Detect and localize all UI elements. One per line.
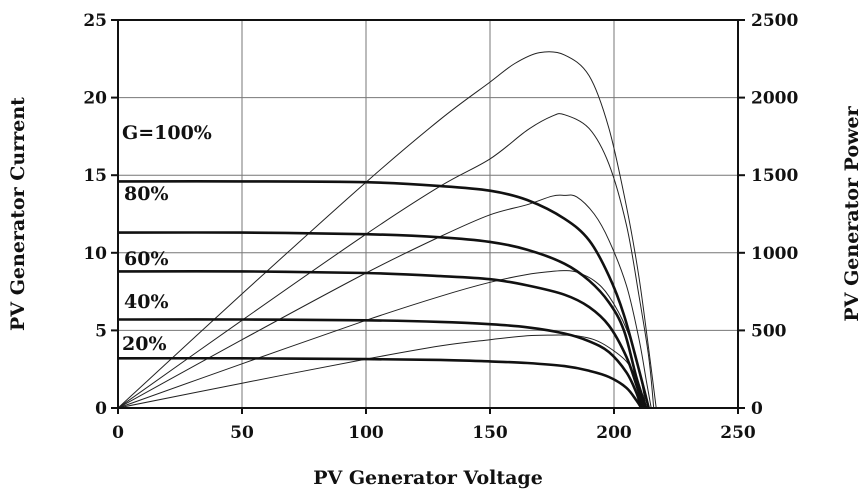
label-20: 20% bbox=[122, 333, 167, 355]
x-tick-label: 50 bbox=[230, 423, 254, 443]
y-tick-label: 20 bbox=[83, 89, 107, 109]
y-tick-label: 5 bbox=[95, 321, 107, 341]
power-curve bbox=[117, 113, 655, 409]
label-g-100: G=100% bbox=[122, 122, 212, 144]
y-tick-label: 15 bbox=[83, 166, 107, 186]
current-curve bbox=[117, 356, 643, 409]
x-tick-label: 150 bbox=[472, 423, 508, 443]
x-tick-label: 250 bbox=[720, 423, 756, 443]
current-curve bbox=[117, 318, 643, 409]
y2-tick-label: 500 bbox=[751, 321, 787, 341]
label-80: 80% bbox=[124, 183, 169, 205]
y-tick-label: 25 bbox=[83, 11, 107, 31]
y-tick-label: 0 bbox=[95, 399, 107, 419]
label-40: 40% bbox=[124, 291, 169, 313]
x-tick-label: 200 bbox=[596, 423, 632, 443]
y2-tick-label: 1500 bbox=[751, 166, 798, 186]
power-curve bbox=[117, 194, 652, 409]
power-curves bbox=[117, 51, 657, 409]
y2-axis-title: PV Generator Power bbox=[841, 105, 863, 321]
plot-frame bbox=[117, 19, 739, 409]
x-axis-title: PV Generator Voltage bbox=[313, 467, 543, 489]
y2-tick-label: 1000 bbox=[751, 244, 798, 264]
x-tick-label: 100 bbox=[348, 423, 384, 443]
power-curve bbox=[117, 334, 645, 409]
y-axis-title: PV Generator Current bbox=[7, 97, 29, 331]
current-curve bbox=[117, 231, 648, 409]
y2-tick-label: 0 bbox=[751, 399, 763, 419]
current-curve bbox=[117, 270, 646, 409]
y-tick-label: 10 bbox=[83, 244, 107, 264]
power-curve bbox=[117, 51, 657, 409]
grid-lines bbox=[118, 20, 738, 408]
y2-tick-label: 2500 bbox=[751, 11, 798, 31]
power-curve bbox=[117, 270, 647, 409]
current-curve bbox=[117, 180, 650, 409]
axis-ticks: 0 50 100 150 200 2500510152025050010001500200… bbox=[83, 11, 798, 443]
current-curves bbox=[117, 180, 650, 409]
x-tick-label: 0 bbox=[112, 423, 124, 443]
y2-tick-label: 2000 bbox=[751, 89, 798, 109]
label-60: 60% bbox=[124, 248, 169, 270]
